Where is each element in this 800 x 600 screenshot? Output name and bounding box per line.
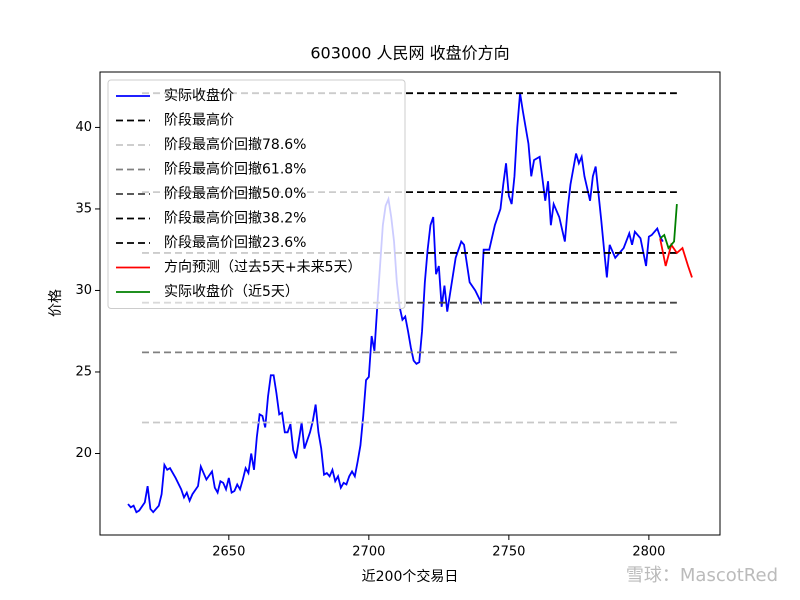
legend-label: 阶段最高价 [164, 112, 234, 129]
legend-label: 阶段最高价回撤50.0% [164, 185, 306, 202]
legend-label: 实际收盘价 [164, 87, 234, 104]
y-tick-label: 20 [75, 446, 92, 461]
legend-label: 方向预测（过去5天+未来5天） [164, 260, 362, 276]
y-axis-label: 价格 [48, 289, 64, 317]
x-axis-label: 近200个交易日 [362, 568, 459, 585]
legend-label: 阶段最高价回撤38.2% [164, 210, 306, 227]
series-line [127, 93, 664, 514]
x-tick-label: 2700 [352, 545, 385, 560]
chart-title: 603000 人民网 收盘价方向 [310, 44, 509, 63]
legend-label: 阶段最高价回撤78.6% [164, 136, 306, 153]
x-tick-label: 2650 [212, 545, 245, 560]
watermark: 雪球：MascotRed [626, 565, 778, 586]
series-line [659, 203, 678, 250]
plot-frame [99, 71, 721, 536]
x-tick-label: 2800 [632, 545, 665, 560]
legend-label: 实际收盘价（近5天） [164, 283, 299, 300]
y-tick-label: 30 [75, 283, 92, 298]
y-tick-label: 40 [75, 120, 92, 135]
series-line [659, 238, 693, 278]
y-tick-label: 25 [75, 364, 92, 379]
y-tick-label: 35 [75, 201, 92, 216]
legend-label: 阶段最高价回撤23.6% [164, 234, 306, 251]
legend-box [107, 79, 406, 309]
x-tick-label: 2750 [492, 545, 525, 560]
legend-label: 阶段最高价回撤61.8% [164, 161, 306, 178]
